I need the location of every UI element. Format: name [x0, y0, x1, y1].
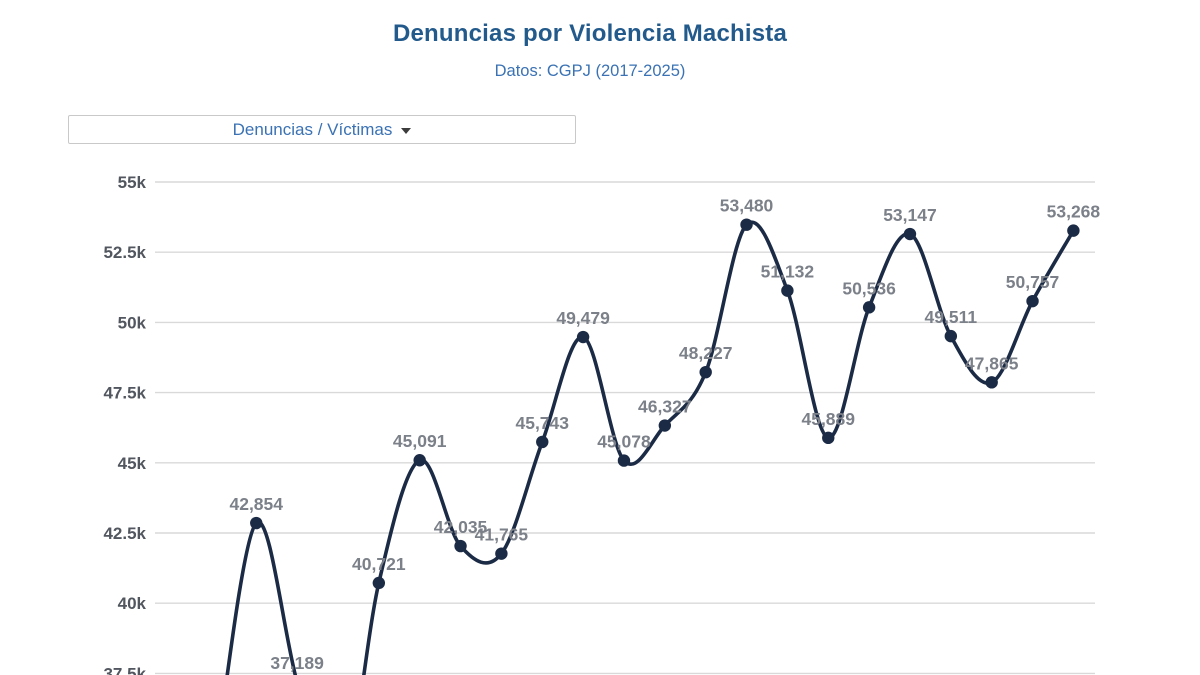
y-tick-label: 45k: [118, 454, 147, 473]
data-point-marker[interactable]: [250, 516, 263, 530]
data-point-label: 40,721: [352, 554, 406, 574]
data-point-label: 50,536: [842, 278, 896, 298]
data-point-marker[interactable]: [536, 435, 549, 449]
data-point-label: 41,765: [475, 525, 529, 545]
data-point-marker[interactable]: [617, 454, 631, 467]
data-point-marker[interactable]: [903, 227, 917, 241]
data-point-label: 37,189: [270, 653, 324, 673]
data-point-marker[interactable]: [576, 330, 590, 344]
data-point-marker[interactable]: [740, 218, 753, 231]
data-point-marker[interactable]: [658, 419, 672, 432]
data-point-label: 49,479: [556, 308, 610, 328]
data-point-label: 48,227: [679, 343, 733, 363]
data-point-label: 42,854: [229, 494, 283, 514]
y-tick-label: 52.5k: [103, 243, 146, 262]
data-point-label: 42,035: [434, 517, 488, 537]
data-point-label: 45,091: [393, 431, 447, 451]
data-point-marker[interactable]: [822, 431, 835, 445]
data-point-label: 50,757: [1006, 272, 1060, 292]
series-dropdown[interactable]: Denuncias / Víctimas: [68, 115, 576, 144]
data-point-marker[interactable]: [862, 301, 876, 314]
y-tick-label: 50k: [118, 313, 147, 332]
data-point-marker[interactable]: [944, 329, 958, 343]
data-point-label: 47,865: [965, 353, 1019, 373]
data-point-marker[interactable]: [985, 376, 998, 389]
series-dropdown-label: Denuncias / Víctimas: [232, 119, 393, 139]
chart-subtitle: Datos: CGPJ (2017-2025): [494, 62, 686, 80]
data-point-marker[interactable]: [699, 365, 712, 379]
data-point-label: 49,511: [925, 307, 978, 327]
data-point-label: 45,078: [597, 432, 651, 452]
data-point-marker[interactable]: [495, 547, 508, 560]
data-point-marker[interactable]: [372, 576, 386, 590]
data-point-marker[interactable]: [1067, 224, 1080, 237]
data-point-label: 46,327: [638, 397, 692, 417]
y-tick-label: 40k: [118, 594, 147, 613]
data-point-marker[interactable]: [413, 454, 426, 467]
data-point-marker[interactable]: [781, 284, 794, 297]
data-point-label: 53,147: [883, 205, 937, 225]
y-tick-label: 42.5k: [103, 524, 146, 543]
data-point-label: 45,889: [801, 409, 855, 429]
y-tick-label: 55k: [118, 173, 147, 192]
y-tick-label: 37.5k: [103, 664, 146, 675]
data-point-label: 53,480: [720, 196, 774, 216]
caret-down-icon: [401, 127, 412, 134]
data-point-label: 53,268: [1047, 202, 1101, 222]
y-tick-label: 47.5k: [103, 384, 146, 403]
data-point-label: 45,743: [515, 413, 569, 433]
data-point-marker[interactable]: [1026, 294, 1039, 308]
data-point-marker[interactable]: [454, 539, 467, 553]
chart-title: Denuncias por Violencia Machista: [392, 20, 788, 47]
data-point-label: 51,132: [761, 262, 815, 282]
